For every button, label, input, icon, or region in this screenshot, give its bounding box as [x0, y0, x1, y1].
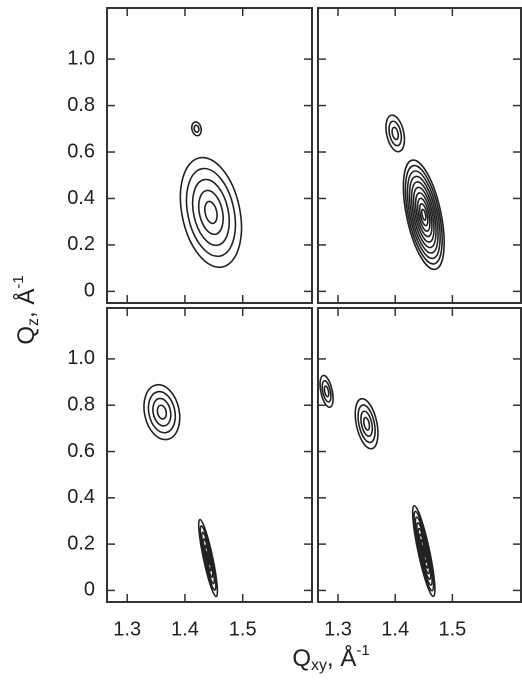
contour-line	[193, 124, 200, 134]
contour-line	[410, 181, 437, 249]
contour-line	[362, 416, 371, 431]
contour-line	[156, 404, 168, 420]
contour-line	[204, 200, 218, 225]
contour-line	[411, 504, 436, 598]
contour-line	[319, 374, 334, 409]
x-axis-label: Qxy, Å-1	[292, 642, 369, 674]
y-tick-label: 0.8	[67, 94, 95, 116]
x-tick-label: 1.5	[438, 618, 466, 640]
contour-line	[197, 518, 219, 598]
y-tick-label: 0.4	[67, 187, 95, 209]
y-axis-label: Qz, Å-1	[10, 275, 42, 344]
contour-line	[360, 410, 374, 438]
x-tick-label: 1.3	[324, 618, 352, 640]
contour-line	[357, 404, 376, 444]
contour-line	[391, 126, 400, 141]
panel-frame	[106, 307, 313, 603]
panel-frame	[317, 307, 522, 603]
x-tick-label: 1.4	[381, 618, 409, 640]
contour-line	[147, 390, 177, 434]
y-tick-label: 0.6	[67, 140, 95, 162]
x-tick-label: 1.3	[113, 618, 141, 640]
contour-line	[143, 383, 181, 441]
contour-line	[414, 192, 433, 238]
y-tick-label: 0.4	[67, 486, 95, 508]
y-tick-label: 0.2	[67, 532, 95, 554]
contour-line	[416, 197, 431, 232]
y-tick-label: 0.8	[67, 394, 95, 416]
contour-line	[404, 164, 443, 265]
contour-line	[385, 114, 406, 153]
contour-line	[185, 167, 237, 258]
contour-line	[354, 397, 379, 450]
y-tick-label: 1.0	[67, 347, 95, 369]
x-tick-label: 1.5	[229, 618, 257, 640]
y-tick-label: 0.2	[67, 233, 95, 255]
contour-line	[323, 385, 330, 398]
contour-line	[152, 397, 172, 427]
contour-line	[179, 156, 243, 269]
y-tick-label: 1.0	[67, 47, 95, 69]
contour-line	[321, 379, 332, 403]
contour-line	[420, 208, 427, 221]
contour-line	[388, 120, 403, 147]
contour-line	[402, 159, 445, 271]
y-tick-label: 0	[84, 280, 95, 302]
y-tick-label: 0	[84, 579, 95, 601]
contour-line	[197, 189, 224, 236]
panel-frame	[317, 7, 522, 304]
contour-line	[408, 175, 439, 254]
contour-line	[190, 121, 203, 137]
contour-line	[418, 203, 429, 227]
contour-line	[406, 170, 441, 260]
y-tick-label: 0.6	[67, 440, 95, 462]
panel-frame	[106, 7, 313, 304]
contour-line	[412, 186, 435, 243]
contour-line	[191, 178, 231, 247]
x-tick-label: 1.4	[171, 618, 199, 640]
